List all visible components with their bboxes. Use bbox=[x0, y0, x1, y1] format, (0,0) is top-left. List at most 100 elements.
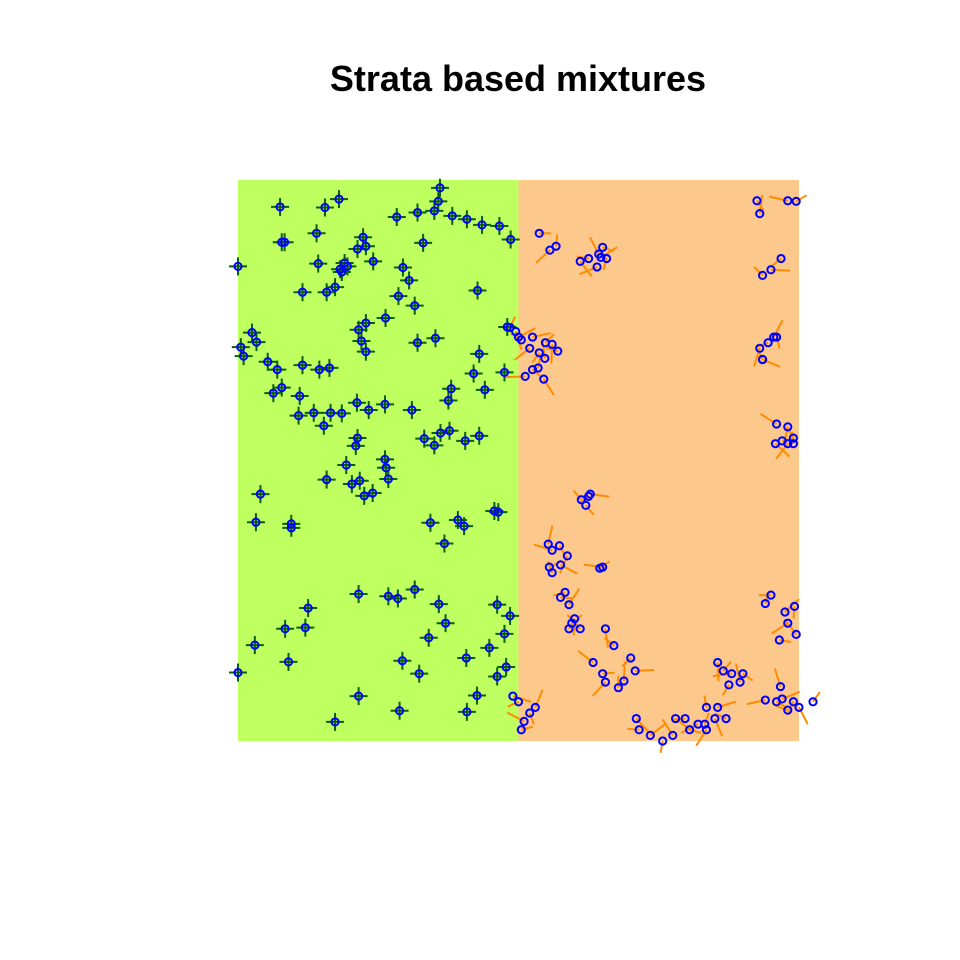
data-point bbox=[534, 348, 544, 358]
data-point bbox=[361, 241, 371, 251]
data-point bbox=[319, 421, 329, 431]
data-point bbox=[626, 653, 636, 663]
data-point bbox=[462, 707, 472, 717]
segment bbox=[545, 347, 559, 353]
data-point bbox=[446, 384, 456, 394]
data-point bbox=[499, 629, 510, 639]
data-point bbox=[361, 318, 371, 328]
data-point bbox=[489, 506, 499, 516]
data-point bbox=[247, 327, 257, 338]
data-point bbox=[322, 287, 332, 297]
data-point bbox=[414, 669, 424, 679]
data-point bbox=[351, 441, 361, 451]
data-point bbox=[601, 253, 612, 264]
data-point bbox=[547, 339, 557, 349]
data-point bbox=[393, 593, 403, 604]
data-point bbox=[575, 624, 585, 634]
segment bbox=[531, 368, 543, 379]
data-point bbox=[808, 697, 818, 707]
data-point bbox=[791, 629, 801, 640]
data-point bbox=[757, 354, 768, 365]
data-point bbox=[355, 476, 365, 486]
data-point bbox=[418, 238, 428, 248]
data-point bbox=[506, 234, 516, 245]
data-point bbox=[309, 408, 319, 418]
data-point bbox=[459, 521, 469, 531]
segment bbox=[544, 333, 555, 344]
data-point bbox=[724, 680, 734, 690]
data-point bbox=[527, 332, 538, 342]
data-point bbox=[380, 399, 390, 409]
data-point bbox=[771, 697, 782, 707]
data-point bbox=[233, 667, 243, 678]
data-point bbox=[280, 624, 290, 634]
data-point bbox=[494, 221, 505, 231]
data-point bbox=[251, 517, 261, 527]
segment bbox=[602, 671, 615, 675]
data-point bbox=[560, 587, 570, 597]
segment bbox=[585, 504, 595, 516]
data-point bbox=[493, 507, 503, 517]
segment bbox=[555, 234, 559, 247]
data-point bbox=[477, 220, 487, 230]
data-point bbox=[780, 607, 790, 617]
data-point bbox=[335, 264, 345, 274]
data-point bbox=[555, 560, 566, 570]
data-point bbox=[397, 656, 407, 666]
data-point bbox=[330, 282, 340, 292]
data-point bbox=[313, 258, 323, 269]
data-point bbox=[771, 419, 782, 429]
data-point bbox=[581, 500, 591, 510]
data-point bbox=[352, 244, 363, 254]
data-point bbox=[775, 681, 786, 692]
data-point bbox=[383, 474, 393, 484]
segment bbox=[771, 257, 782, 268]
data-point bbox=[380, 454, 390, 464]
chart-title: Strata based mixtures bbox=[329, 58, 707, 99]
data-point bbox=[609, 641, 619, 651]
data-point bbox=[439, 538, 450, 549]
data-point bbox=[275, 202, 285, 212]
data-point bbox=[685, 725, 695, 735]
data-point bbox=[783, 196, 793, 206]
data-point bbox=[354, 691, 364, 701]
data-point bbox=[300, 623, 310, 633]
segment bbox=[714, 712, 727, 720]
data-point bbox=[358, 232, 368, 242]
data-point bbox=[551, 241, 561, 251]
data-point bbox=[788, 697, 798, 707]
data-point bbox=[766, 265, 776, 275]
segment bbox=[703, 695, 708, 708]
data-point bbox=[791, 196, 801, 206]
data-point bbox=[584, 253, 594, 264]
data-point bbox=[513, 697, 524, 707]
data-point bbox=[598, 669, 608, 679]
data-point bbox=[356, 336, 367, 346]
data-point bbox=[598, 242, 608, 252]
data-point bbox=[268, 388, 278, 398]
segment bbox=[742, 672, 754, 682]
data-point bbox=[710, 713, 720, 724]
data-point bbox=[250, 640, 260, 650]
data-point bbox=[352, 398, 362, 408]
data-point bbox=[239, 351, 249, 361]
data-point bbox=[783, 422, 793, 432]
data-point bbox=[443, 395, 453, 406]
data-point bbox=[553, 346, 563, 356]
segment bbox=[756, 200, 765, 212]
data-point bbox=[410, 301, 420, 311]
data-point bbox=[562, 551, 572, 561]
data-point bbox=[789, 601, 800, 611]
data-point bbox=[564, 624, 574, 634]
segment bbox=[560, 596, 573, 600]
data-point bbox=[545, 245, 555, 255]
data-point bbox=[334, 194, 344, 204]
data-point bbox=[407, 405, 417, 415]
segment bbox=[722, 684, 730, 696]
data-point bbox=[236, 342, 246, 352]
data-point bbox=[766, 590, 776, 600]
segment bbox=[578, 495, 590, 505]
data-point bbox=[513, 332, 524, 342]
data-point bbox=[755, 209, 765, 219]
data-point bbox=[533, 363, 543, 373]
